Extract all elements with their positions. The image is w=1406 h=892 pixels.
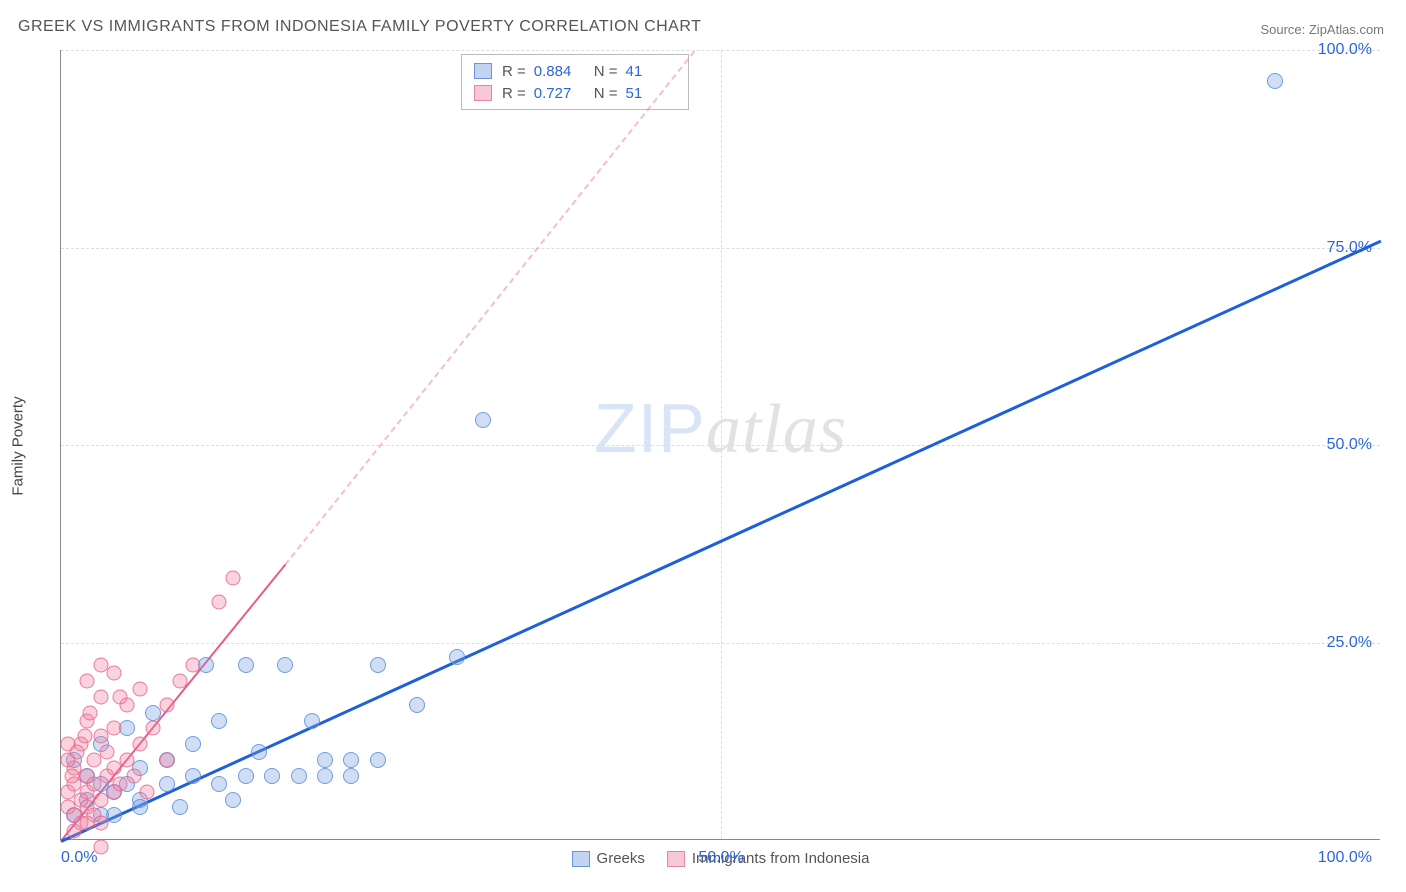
n-value-indonesia: 51 xyxy=(626,85,676,102)
swatch-blue-icon xyxy=(572,851,590,867)
data-point-greeks xyxy=(475,412,491,428)
ytick-label: 100.0% xyxy=(1318,41,1372,59)
data-point-greeks xyxy=(291,768,307,784)
data-point-indonesia xyxy=(225,571,240,586)
data-point-indonesia xyxy=(139,784,154,799)
n-label: N = xyxy=(594,85,618,102)
data-point-greeks xyxy=(225,792,241,808)
r-value-greeks: 0.884 xyxy=(534,63,584,80)
r-value-indonesia: 0.727 xyxy=(534,85,584,102)
data-point-greeks xyxy=(198,657,214,673)
r-label: R = xyxy=(502,63,526,80)
data-point-greeks xyxy=(409,697,425,713)
data-point-indonesia xyxy=(100,745,115,760)
data-point-indonesia xyxy=(212,595,227,610)
trendline-indonesia-dashed xyxy=(285,50,696,565)
data-point-greeks xyxy=(251,744,267,760)
data-point-indonesia xyxy=(186,658,201,673)
xtick-label: 0.0% xyxy=(61,849,97,867)
data-point-indonesia xyxy=(93,839,108,854)
ytick-label: 25.0% xyxy=(1327,634,1372,652)
data-point-greeks xyxy=(211,713,227,729)
data-point-greeks xyxy=(264,768,280,784)
data-point-greeks xyxy=(304,713,320,729)
data-point-greeks xyxy=(370,752,386,768)
data-point-greeks xyxy=(317,768,333,784)
data-point-greeks xyxy=(1267,73,1283,89)
data-point-indonesia xyxy=(146,721,161,736)
n-value-greeks: 41 xyxy=(626,63,676,80)
data-point-indonesia xyxy=(80,674,95,689)
data-point-greeks xyxy=(185,736,201,752)
data-point-greeks xyxy=(449,649,465,665)
watermark-left: ZIP xyxy=(594,389,706,467)
stats-row-greeks: R = 0.884 N = 41 xyxy=(474,60,676,82)
data-point-indonesia xyxy=(106,721,121,736)
data-point-greeks xyxy=(211,776,227,792)
legend-label-greeks: Greeks xyxy=(597,850,645,867)
chart-title: GREEK VS IMMIGRANTS FROM INDONESIA FAMIL… xyxy=(18,18,701,36)
swatch-blue-icon xyxy=(474,63,492,79)
data-point-greeks xyxy=(132,799,148,815)
scatter-plot: ZIPatlas R = 0.884 N = 41 R = 0.727 N = … xyxy=(60,50,1380,840)
data-point-indonesia xyxy=(83,705,98,720)
swatch-pink-icon xyxy=(474,85,492,101)
data-point-indonesia xyxy=(64,768,79,783)
data-point-greeks xyxy=(343,752,359,768)
data-point-indonesia xyxy=(159,697,174,712)
data-point-indonesia xyxy=(133,681,148,696)
data-point-greeks xyxy=(159,776,175,792)
data-point-indonesia xyxy=(113,689,128,704)
data-point-greeks xyxy=(238,768,254,784)
gridline-vertical xyxy=(721,50,722,839)
data-point-indonesia xyxy=(69,745,84,760)
data-point-indonesia xyxy=(133,737,148,752)
data-point-greeks xyxy=(185,768,201,784)
data-point-indonesia xyxy=(126,768,141,783)
stats-row-indonesia: R = 0.727 N = 51 xyxy=(474,82,676,104)
data-point-indonesia xyxy=(172,674,187,689)
legend-item-greeks: Greeks xyxy=(572,850,645,867)
ytick-label: 50.0% xyxy=(1327,436,1372,454)
data-point-indonesia xyxy=(159,753,174,768)
legend-item-indonesia: Immigrants from Indonesia xyxy=(667,850,870,867)
watermark-right: atlas xyxy=(706,391,847,468)
y-axis-label: Family Poverty xyxy=(10,396,27,495)
data-point-greeks xyxy=(238,657,254,673)
data-point-greeks xyxy=(277,657,293,673)
data-point-greeks xyxy=(172,799,188,815)
data-point-indonesia xyxy=(106,666,121,681)
data-point-indonesia xyxy=(120,753,135,768)
xtick-label: 50.0% xyxy=(698,849,743,867)
data-point-indonesia xyxy=(93,816,108,831)
xtick-label: 100.0% xyxy=(1318,849,1372,867)
r-label: R = xyxy=(502,85,526,102)
data-point-greeks xyxy=(343,768,359,784)
data-point-indonesia xyxy=(77,729,92,744)
swatch-pink-icon xyxy=(667,851,685,867)
data-point-greeks xyxy=(317,752,333,768)
data-point-greeks xyxy=(119,720,135,736)
source-attribution: Source: ZipAtlas.com xyxy=(1260,22,1384,37)
data-point-indonesia xyxy=(93,689,108,704)
data-point-indonesia xyxy=(93,658,108,673)
data-point-greeks xyxy=(370,657,386,673)
n-label: N = xyxy=(594,63,618,80)
